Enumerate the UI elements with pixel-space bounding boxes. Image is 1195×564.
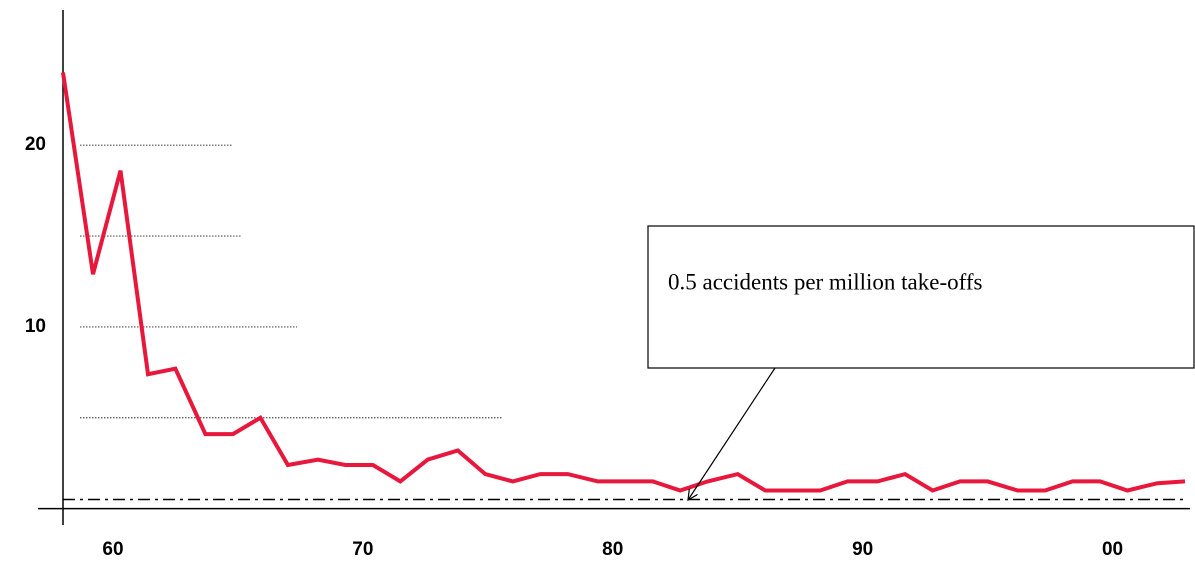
y-tick-label: 10 (25, 316, 46, 337)
x-tick-label: 70 (352, 539, 373, 560)
annotation-arrow (688, 367, 776, 500)
y-tick-label: 20 (25, 134, 46, 155)
annotation-text: 0.5 accidents per million take-offs (668, 269, 983, 294)
annotation-box (647, 225, 1195, 369)
x-tick-label: 90 (852, 539, 873, 560)
x-tick-label: 80 (602, 539, 623, 560)
data-line (61, 72, 1186, 493)
x-tick-label: 60 (102, 539, 123, 560)
x-tick-label: 00 (1102, 539, 1123, 560)
